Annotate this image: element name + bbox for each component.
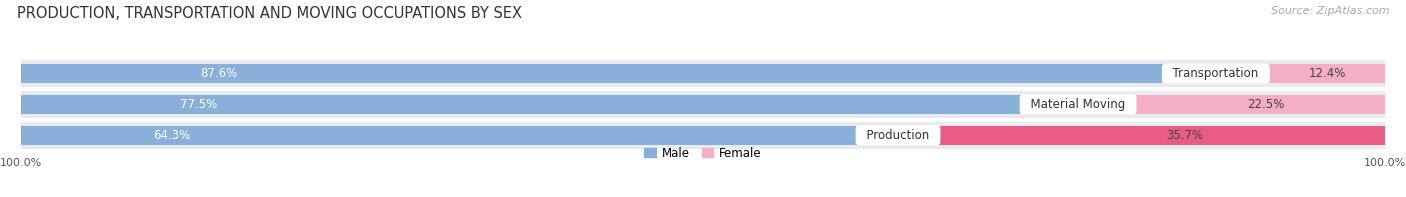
Bar — [21, 64, 1216, 83]
Bar — [21, 126, 898, 145]
Text: 35.7%: 35.7% — [1166, 129, 1204, 142]
Bar — [21, 60, 1385, 87]
Bar — [21, 95, 1078, 114]
Text: Transportation: Transportation — [1166, 67, 1267, 80]
Legend: Male, Female: Male, Female — [644, 147, 762, 160]
Text: Source: ZipAtlas.com: Source: ZipAtlas.com — [1271, 6, 1389, 16]
Text: 64.3%: 64.3% — [153, 129, 190, 142]
Text: 77.5%: 77.5% — [180, 98, 217, 111]
Bar — [1216, 64, 1385, 83]
Text: PRODUCTION, TRANSPORTATION AND MOVING OCCUPATIONS BY SEX: PRODUCTION, TRANSPORTATION AND MOVING OC… — [17, 6, 522, 21]
Bar — [898, 126, 1385, 145]
Text: Production: Production — [859, 129, 936, 142]
Bar — [1078, 95, 1385, 114]
Text: 22.5%: 22.5% — [1247, 98, 1284, 111]
Bar — [21, 121, 1385, 149]
Bar — [21, 91, 1385, 118]
Text: 12.4%: 12.4% — [1309, 67, 1346, 80]
Text: Material Moving: Material Moving — [1024, 98, 1133, 111]
Text: 87.6%: 87.6% — [200, 67, 238, 80]
